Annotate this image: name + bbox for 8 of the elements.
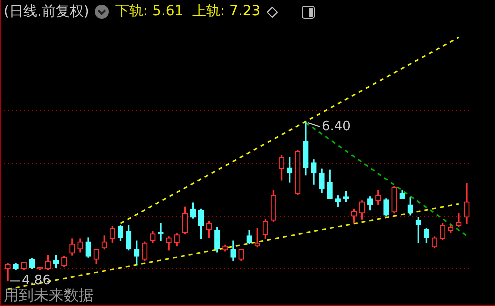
chart-title: (日线.前复权)	[4, 3, 90, 21]
text: 上轨: 7.23	[192, 4, 261, 20]
candlestick	[456, 213, 462, 228]
candlestick	[5, 263, 11, 282]
text: 下轨: 5.61	[115, 4, 184, 20]
annotation: 6.40	[322, 119, 351, 134]
annotation: 4.86	[22, 274, 51, 289]
text: 用到未来数据	[4, 286, 94, 304]
